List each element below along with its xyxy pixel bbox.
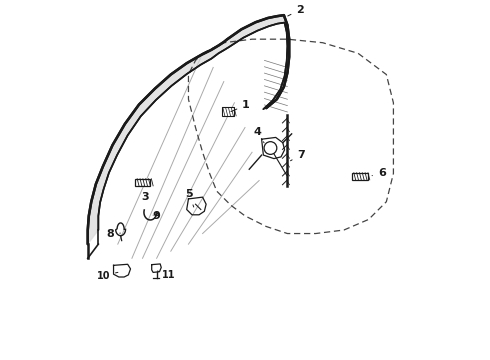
Text: 8: 8 <box>106 229 121 239</box>
Text: 9: 9 <box>152 211 160 221</box>
Bar <box>352 173 368 180</box>
Text: 4: 4 <box>253 127 264 143</box>
Text: 2: 2 <box>288 5 304 16</box>
Text: 5: 5 <box>185 189 194 207</box>
Bar <box>135 179 150 186</box>
Text: 3: 3 <box>142 186 149 202</box>
Polygon shape <box>88 15 289 244</box>
Circle shape <box>264 142 277 154</box>
Text: 7: 7 <box>291 149 305 161</box>
Text: 1: 1 <box>231 100 250 112</box>
Text: 6: 6 <box>372 168 386 178</box>
Text: 10: 10 <box>97 271 118 281</box>
Bar <box>221 107 234 116</box>
Text: 11: 11 <box>157 270 175 280</box>
